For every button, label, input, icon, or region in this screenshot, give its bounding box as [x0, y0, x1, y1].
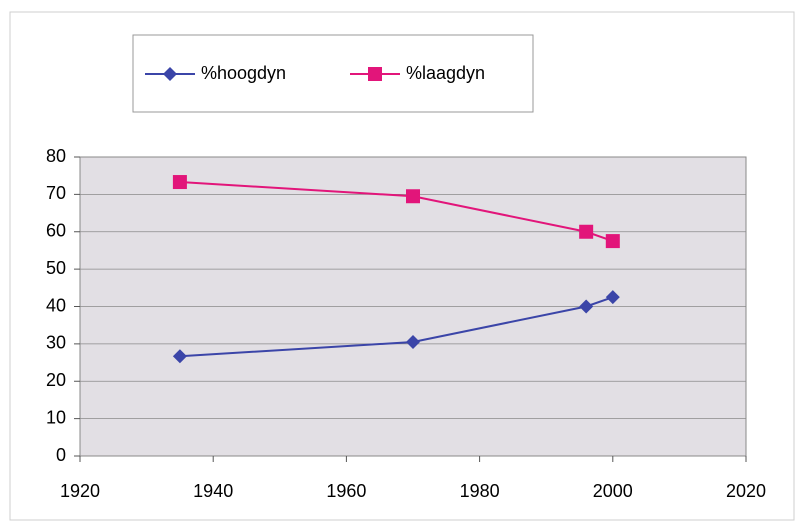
- marker: [406, 189, 420, 204]
- y-tick-label: 80: [46, 146, 66, 166]
- x-tick-label: 2000: [593, 481, 633, 501]
- y-tick-label: 30: [46, 333, 66, 353]
- x-tick-label: 2020: [726, 481, 766, 501]
- x-tick-label: 1920: [60, 481, 100, 501]
- y-tick-label: 40: [46, 295, 66, 315]
- marker: [172, 175, 187, 190]
- marker: [605, 290, 620, 305]
- y-tick-label: 60: [46, 221, 66, 241]
- legend-label: %laagdyn: [406, 63, 485, 83]
- legend-box: [132, 34, 534, 113]
- x-tick-label: 1960: [326, 481, 366, 501]
- marker: [579, 224, 594, 239]
- marker: [172, 349, 187, 364]
- marker: [605, 234, 620, 249]
- marker: [368, 67, 382, 81]
- y-tick-label: 50: [46, 258, 66, 278]
- series-line: [179, 296, 614, 358]
- marker: [163, 67, 177, 81]
- y-tick-label: 70: [46, 183, 66, 203]
- y-tick-label: 10: [46, 407, 66, 427]
- legend-label: %hoogdyn: [201, 63, 286, 83]
- x-tick-label: 1940: [193, 481, 233, 501]
- series-line: [179, 181, 614, 243]
- x-tick-label: 1980: [460, 481, 500, 501]
- y-tick-label: 20: [46, 370, 66, 390]
- y-tick-label: 0: [56, 445, 66, 465]
- marker: [406, 335, 420, 350]
- marker: [579, 299, 594, 314]
